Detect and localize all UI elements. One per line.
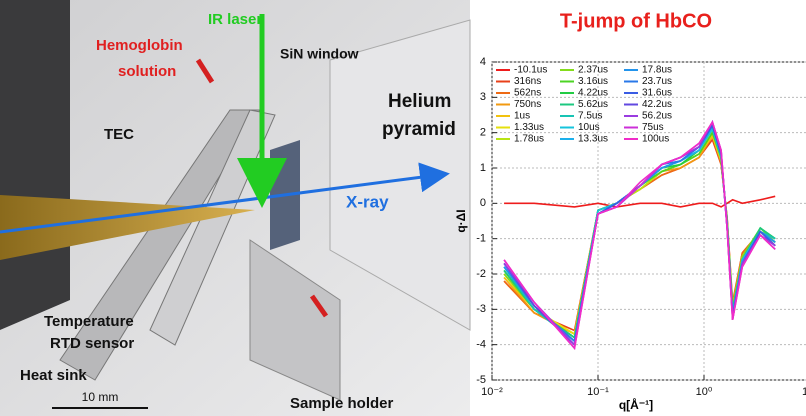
legend-label: -10.1us <box>514 65 547 76</box>
label: SiN window <box>280 46 359 62</box>
legend-label: 562ns <box>514 88 541 99</box>
legend-label: 13.3us <box>578 134 608 145</box>
legend-label: 31.6us <box>642 88 672 99</box>
y-tick-label: -1 <box>476 233 486 245</box>
y-tick-label: -5 <box>476 374 486 386</box>
legend-label: 7.5us <box>578 111 602 122</box>
label: X-ray <box>346 192 389 211</box>
legend-label: 1.33us <box>514 122 544 133</box>
y-tick-label: 4 <box>480 56 486 68</box>
label: Helium <box>388 91 451 112</box>
legend-label: 4.22us <box>578 88 608 99</box>
label: Heat sink <box>20 367 87 384</box>
wall <box>0 0 70 330</box>
legend-label: 100us <box>642 134 669 145</box>
legend-label: 42.2us <box>642 99 672 110</box>
label: RTD sensor <box>50 335 134 352</box>
chart: T-jump of HbCO q[Å⁻¹] q·ΔI -5 -4 -3 -2 -1 0 1 2… <box>454 10 806 412</box>
scale-label: 10 mm <box>82 390 119 404</box>
legend-label: 750ns <box>514 99 541 110</box>
label: Temperature <box>44 313 134 330</box>
y-tick-label: -3 <box>476 303 486 315</box>
label: Hemoglobin <box>96 37 183 54</box>
diagram: IR laser Hemoglobin solution SiN window … <box>0 0 470 416</box>
legend-label: 17.8us <box>642 65 672 76</box>
x-tick-label: 10⁰ <box>696 386 713 398</box>
legend-label: 2.37us <box>578 65 608 76</box>
y-axis-label: q·ΔI <box>454 209 468 232</box>
legend-label: 3.16us <box>578 76 608 87</box>
x-tick-label: 10⁻¹ <box>587 386 609 398</box>
legend-label: 316ns <box>514 76 541 87</box>
y-tick-label: 1 <box>480 162 486 174</box>
label: Sample holder <box>290 395 394 412</box>
chart-title: T-jump of HbCO <box>560 10 712 32</box>
x-tick-label: 10⁻² <box>481 386 503 398</box>
label: pyramid <box>382 119 456 140</box>
legend-label: 10us <box>578 122 600 133</box>
legend-label: 5.62us <box>578 99 608 110</box>
y-tick-label: 3 <box>480 91 486 103</box>
y-tick-label: -4 <box>476 339 486 351</box>
figure: IR laser Hemoglobin solution SiN window … <box>0 0 806 416</box>
legend-label: 1us <box>514 111 530 122</box>
label: solution <box>118 63 176 80</box>
x-tick-label: 10¹ <box>802 386 806 398</box>
label: IR laser <box>208 11 262 28</box>
label: TEC <box>104 126 134 143</box>
y-tick-label: 0 <box>480 197 486 209</box>
x-axis-label: q[Å⁻¹] <box>619 397 653 412</box>
y-tick-label: -2 <box>476 268 486 280</box>
legend-label: 75us <box>642 122 664 133</box>
legend-label: 56.2us <box>642 111 672 122</box>
legend-label: 23.7us <box>642 76 672 87</box>
y-tick-label: 2 <box>480 127 486 139</box>
legend-label: 1.78us <box>514 134 544 145</box>
